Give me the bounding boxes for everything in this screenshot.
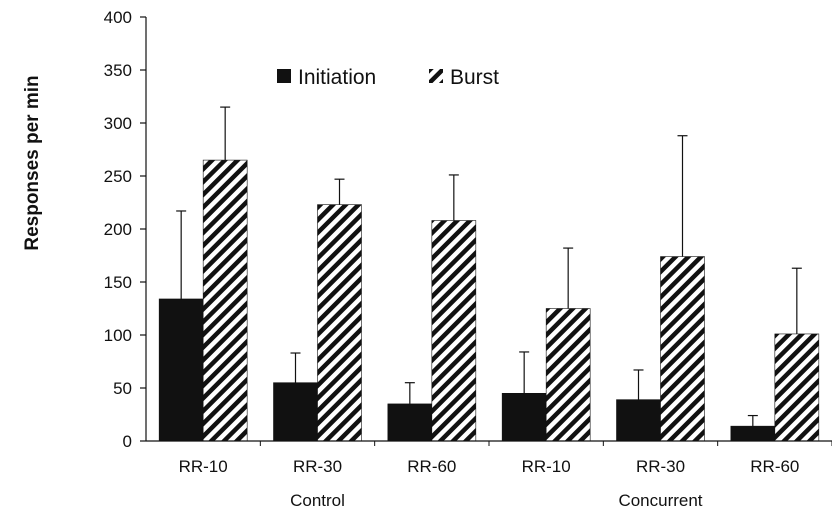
x-tick-label: RR-60 bbox=[407, 457, 456, 476]
bar-initiation bbox=[616, 399, 661, 442]
y-axis: 0 50 100 150 200 250 300 350 400 bbox=[104, 8, 147, 451]
x-axis: RR-10 RR-30 RR-60 RR-10 RR-30 RR-60 Control Con… bbox=[146, 440, 832, 510]
bar-burst bbox=[545, 308, 591, 442]
x-tick-label: RR-60 bbox=[750, 457, 799, 476]
bar-burst bbox=[774, 333, 820, 442]
bar-initiation bbox=[730, 425, 776, 442]
x-tick-label: RR-30 bbox=[293, 457, 342, 476]
y-tick-label: 300 bbox=[104, 114, 132, 133]
x-tick-label: RR-10 bbox=[522, 457, 571, 476]
y-tick-label: 0 bbox=[123, 432, 132, 451]
bar-series bbox=[158, 106, 820, 442]
y-tick-label: 150 bbox=[104, 273, 132, 292]
legend-swatch-burst bbox=[429, 69, 443, 83]
bar-burst bbox=[660, 256, 705, 442]
x-group-label: Concurrent bbox=[618, 491, 702, 510]
y-tick-label: 250 bbox=[104, 167, 132, 186]
legend-swatch-initiation bbox=[277, 69, 291, 83]
legend-label-burst: Burst bbox=[450, 66, 499, 89]
y-tick-label: 100 bbox=[104, 326, 132, 345]
legend: Initiation Burst bbox=[277, 66, 499, 89]
bar-burst bbox=[431, 220, 477, 442]
y-tick-label: 350 bbox=[104, 61, 132, 80]
y-tick-label: 400 bbox=[104, 8, 132, 27]
x-tick-label: RR-30 bbox=[636, 457, 685, 476]
y-axis-label: Responses per min bbox=[22, 75, 43, 250]
bar-burst bbox=[202, 159, 248, 442]
x-tick-label: RR-10 bbox=[179, 457, 228, 476]
bar-burst bbox=[317, 204, 362, 442]
x-group-label: Control bbox=[290, 491, 345, 510]
bar-initiation bbox=[158, 298, 204, 442]
bar-initiation bbox=[501, 392, 547, 442]
y-tick-label: 200 bbox=[104, 220, 132, 239]
legend-label-initiation: Initiation bbox=[298, 66, 376, 89]
bar-initiation bbox=[387, 403, 433, 442]
y-tick-label: 50 bbox=[113, 379, 132, 398]
bar-initiation bbox=[273, 382, 318, 442]
